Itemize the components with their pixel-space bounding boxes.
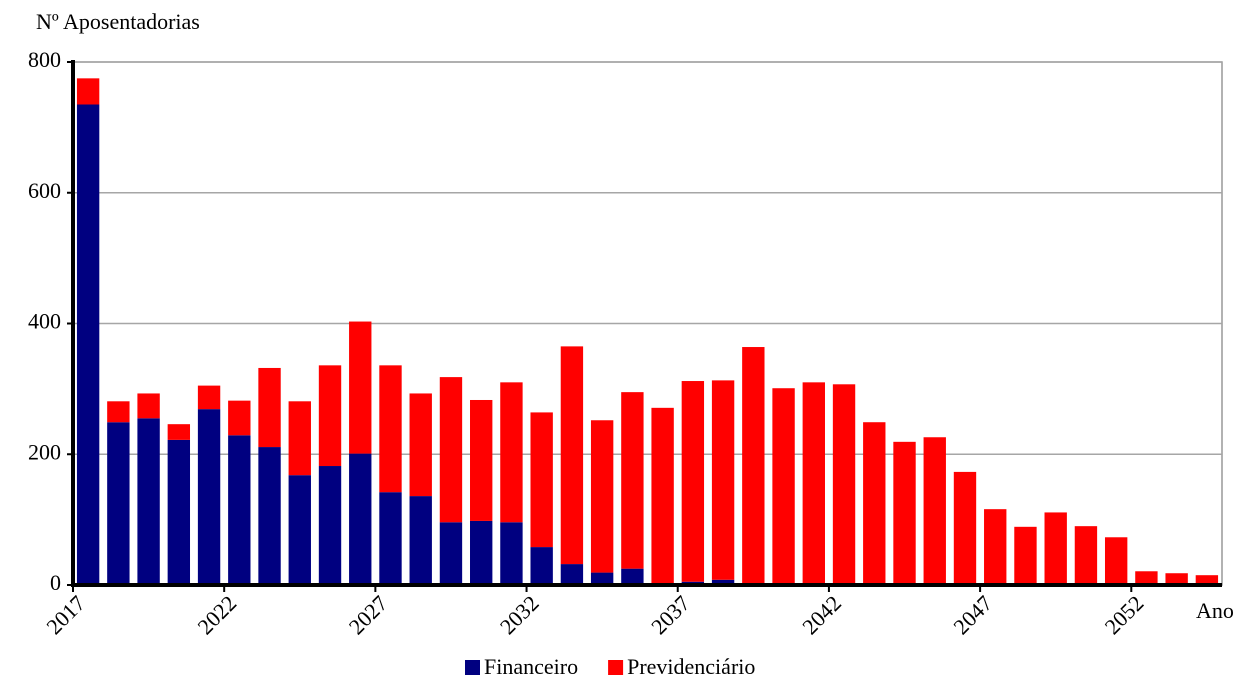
bar-segment: [107, 401, 130, 423]
bar-segment: [984, 509, 1007, 585]
y-tick-label: 800: [28, 47, 61, 72]
x-tick-label: 2027: [344, 590, 393, 639]
bar-segment: [500, 382, 523, 523]
bar-segment: [1135, 571, 1158, 585]
bar-segment: [500, 522, 523, 585]
x-tick-label: 2042: [797, 590, 846, 639]
bar-segment: [167, 424, 191, 440]
bar-segment: [923, 437, 946, 585]
legend-label: Financeiro: [484, 654, 578, 679]
x-axis-label: Ano: [1196, 598, 1234, 623]
x-tick-label: 2037: [646, 590, 695, 639]
bar-segment: [621, 392, 644, 569]
bar-segment: [1195, 575, 1219, 585]
bar-segment: [349, 453, 372, 585]
bar-segment: [1074, 526, 1098, 585]
bar-segment: [439, 522, 463, 585]
bar-segment: [560, 346, 584, 565]
bar-segment: [1014, 526, 1037, 585]
bar-segment: [379, 492, 402, 585]
bar-segment: [409, 496, 432, 585]
bar-segment: [318, 466, 342, 585]
bar-segment: [711, 380, 735, 580]
bar-segment: [772, 388, 795, 585]
bar-segment: [863, 422, 886, 585]
bar-segment: [258, 367, 281, 448]
bar-segment: [530, 412, 553, 548]
bar-segment: [167, 439, 191, 585]
bar-segment: [137, 393, 160, 419]
legend-swatch: [465, 660, 480, 675]
bar-segment: [470, 520, 493, 585]
y-tick-label: 0: [50, 570, 61, 595]
bar-segment: [76, 104, 100, 586]
bar-segment: [590, 420, 614, 573]
bar-segment: [137, 418, 160, 585]
y-axis-label: Nº Aposentadorias: [36, 9, 200, 34]
bar-segment: [379, 365, 402, 493]
bar-segment: [107, 422, 130, 585]
bar-segment: [409, 393, 432, 497]
bar-segment: [228, 435, 251, 585]
y-tick-label: 400: [28, 309, 61, 334]
bar-segment: [621, 568, 644, 585]
y-tick-label: 200: [28, 439, 61, 464]
bar-segment: [318, 365, 342, 467]
bar-segment: [439, 377, 463, 523]
bar-segment: [893, 441, 916, 585]
bar-segment: [711, 579, 735, 585]
legend-swatch: [608, 660, 624, 675]
bar-segment: [288, 401, 311, 476]
bar-segment: [349, 321, 372, 454]
bar-segment: [1165, 573, 1188, 585]
x-tick-label: 2022: [192, 590, 241, 639]
bar-segment: [288, 475, 311, 585]
bar-segment: [742, 347, 765, 585]
bar-segment: [530, 547, 553, 585]
bar-segment: [953, 471, 977, 585]
x-tick-label: 2047: [948, 590, 997, 639]
bar-segment: [228, 400, 251, 436]
bar-segment: [560, 564, 584, 585]
x-tick-label: 2052: [1100, 590, 1149, 639]
bar-segment: [1044, 512, 1067, 585]
x-tick-label: 2017: [41, 590, 90, 639]
bar-segment: [832, 384, 856, 585]
bar-segment: [470, 399, 493, 521]
bar-segment: [76, 78, 100, 105]
bar-segment: [681, 381, 705, 582]
bar-segment: [590, 572, 614, 585]
legend-label: Previdenciário: [627, 654, 755, 679]
y-tick-label: 600: [28, 178, 61, 203]
x-tick-label: 2032: [495, 590, 544, 639]
bar-segment: [197, 409, 221, 585]
bar-segment: [258, 447, 281, 585]
bar-segment: [651, 407, 674, 584]
bar-segment: [802, 382, 825, 585]
bar-segment: [1104, 537, 1128, 585]
bar-segment: [197, 385, 221, 410]
